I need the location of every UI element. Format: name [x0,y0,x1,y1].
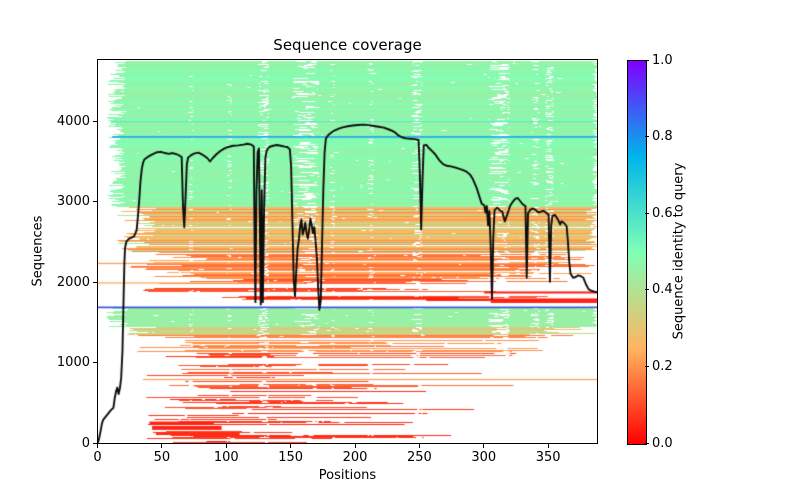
colorbar-tick [645,365,649,367]
x-axis-label: Positions [318,468,377,483]
colorbar-tick-label: 0.6 [652,205,673,221]
colorbar-tick [645,212,649,214]
x-tick [418,444,420,448]
y-axis-label: Sequences [30,215,46,287]
colorbar-tick-label: 0.4 [652,282,673,298]
x-tick [483,444,485,448]
y-tick-label: 2000 [56,274,90,290]
colorbar-tick [645,136,649,138]
chart-title: Sequence coverage [273,36,422,54]
y-tick [93,362,97,364]
x-tick-label: 250 [406,450,432,465]
colorbar-label: Sequence identity to query [671,162,687,340]
msa-plot-canvas [97,59,598,444]
x-tick-label: 0 [93,450,102,465]
x-tick-label: 350 [535,450,561,465]
x-tick-label: 100 [213,450,239,465]
colorbar-tick-label: 0.0 [652,435,673,451]
y-tick [93,201,97,203]
y-tick [93,281,97,283]
y-tick-label: 1000 [56,355,90,371]
colorbar-tick-label: 0.2 [652,358,673,374]
colorbar-tick [645,289,649,291]
x-tick [290,444,292,448]
plot-border [97,59,598,444]
y-tick [93,120,97,122]
y-tick-label: 4000 [56,113,90,129]
x-tick [225,444,227,448]
x-tick [97,444,98,448]
x-tick-label: 50 [153,450,171,465]
colorbar-tick [645,442,649,444]
y-tick [93,443,97,444]
colorbar-gradient [627,60,647,445]
y-tick-label: 0 [81,436,90,451]
colorbar-tick-label: 0.8 [652,129,673,145]
x-tick [161,444,163,448]
colorbar-tick [645,59,649,61]
x-tick [547,444,549,448]
x-tick [354,444,356,448]
x-tick-label: 150 [278,450,304,465]
y-tick-label: 3000 [56,194,90,210]
colorbar-tick-label: 1.0 [652,52,673,68]
x-tick-label: 300 [471,450,497,465]
x-tick-label: 200 [342,450,368,465]
